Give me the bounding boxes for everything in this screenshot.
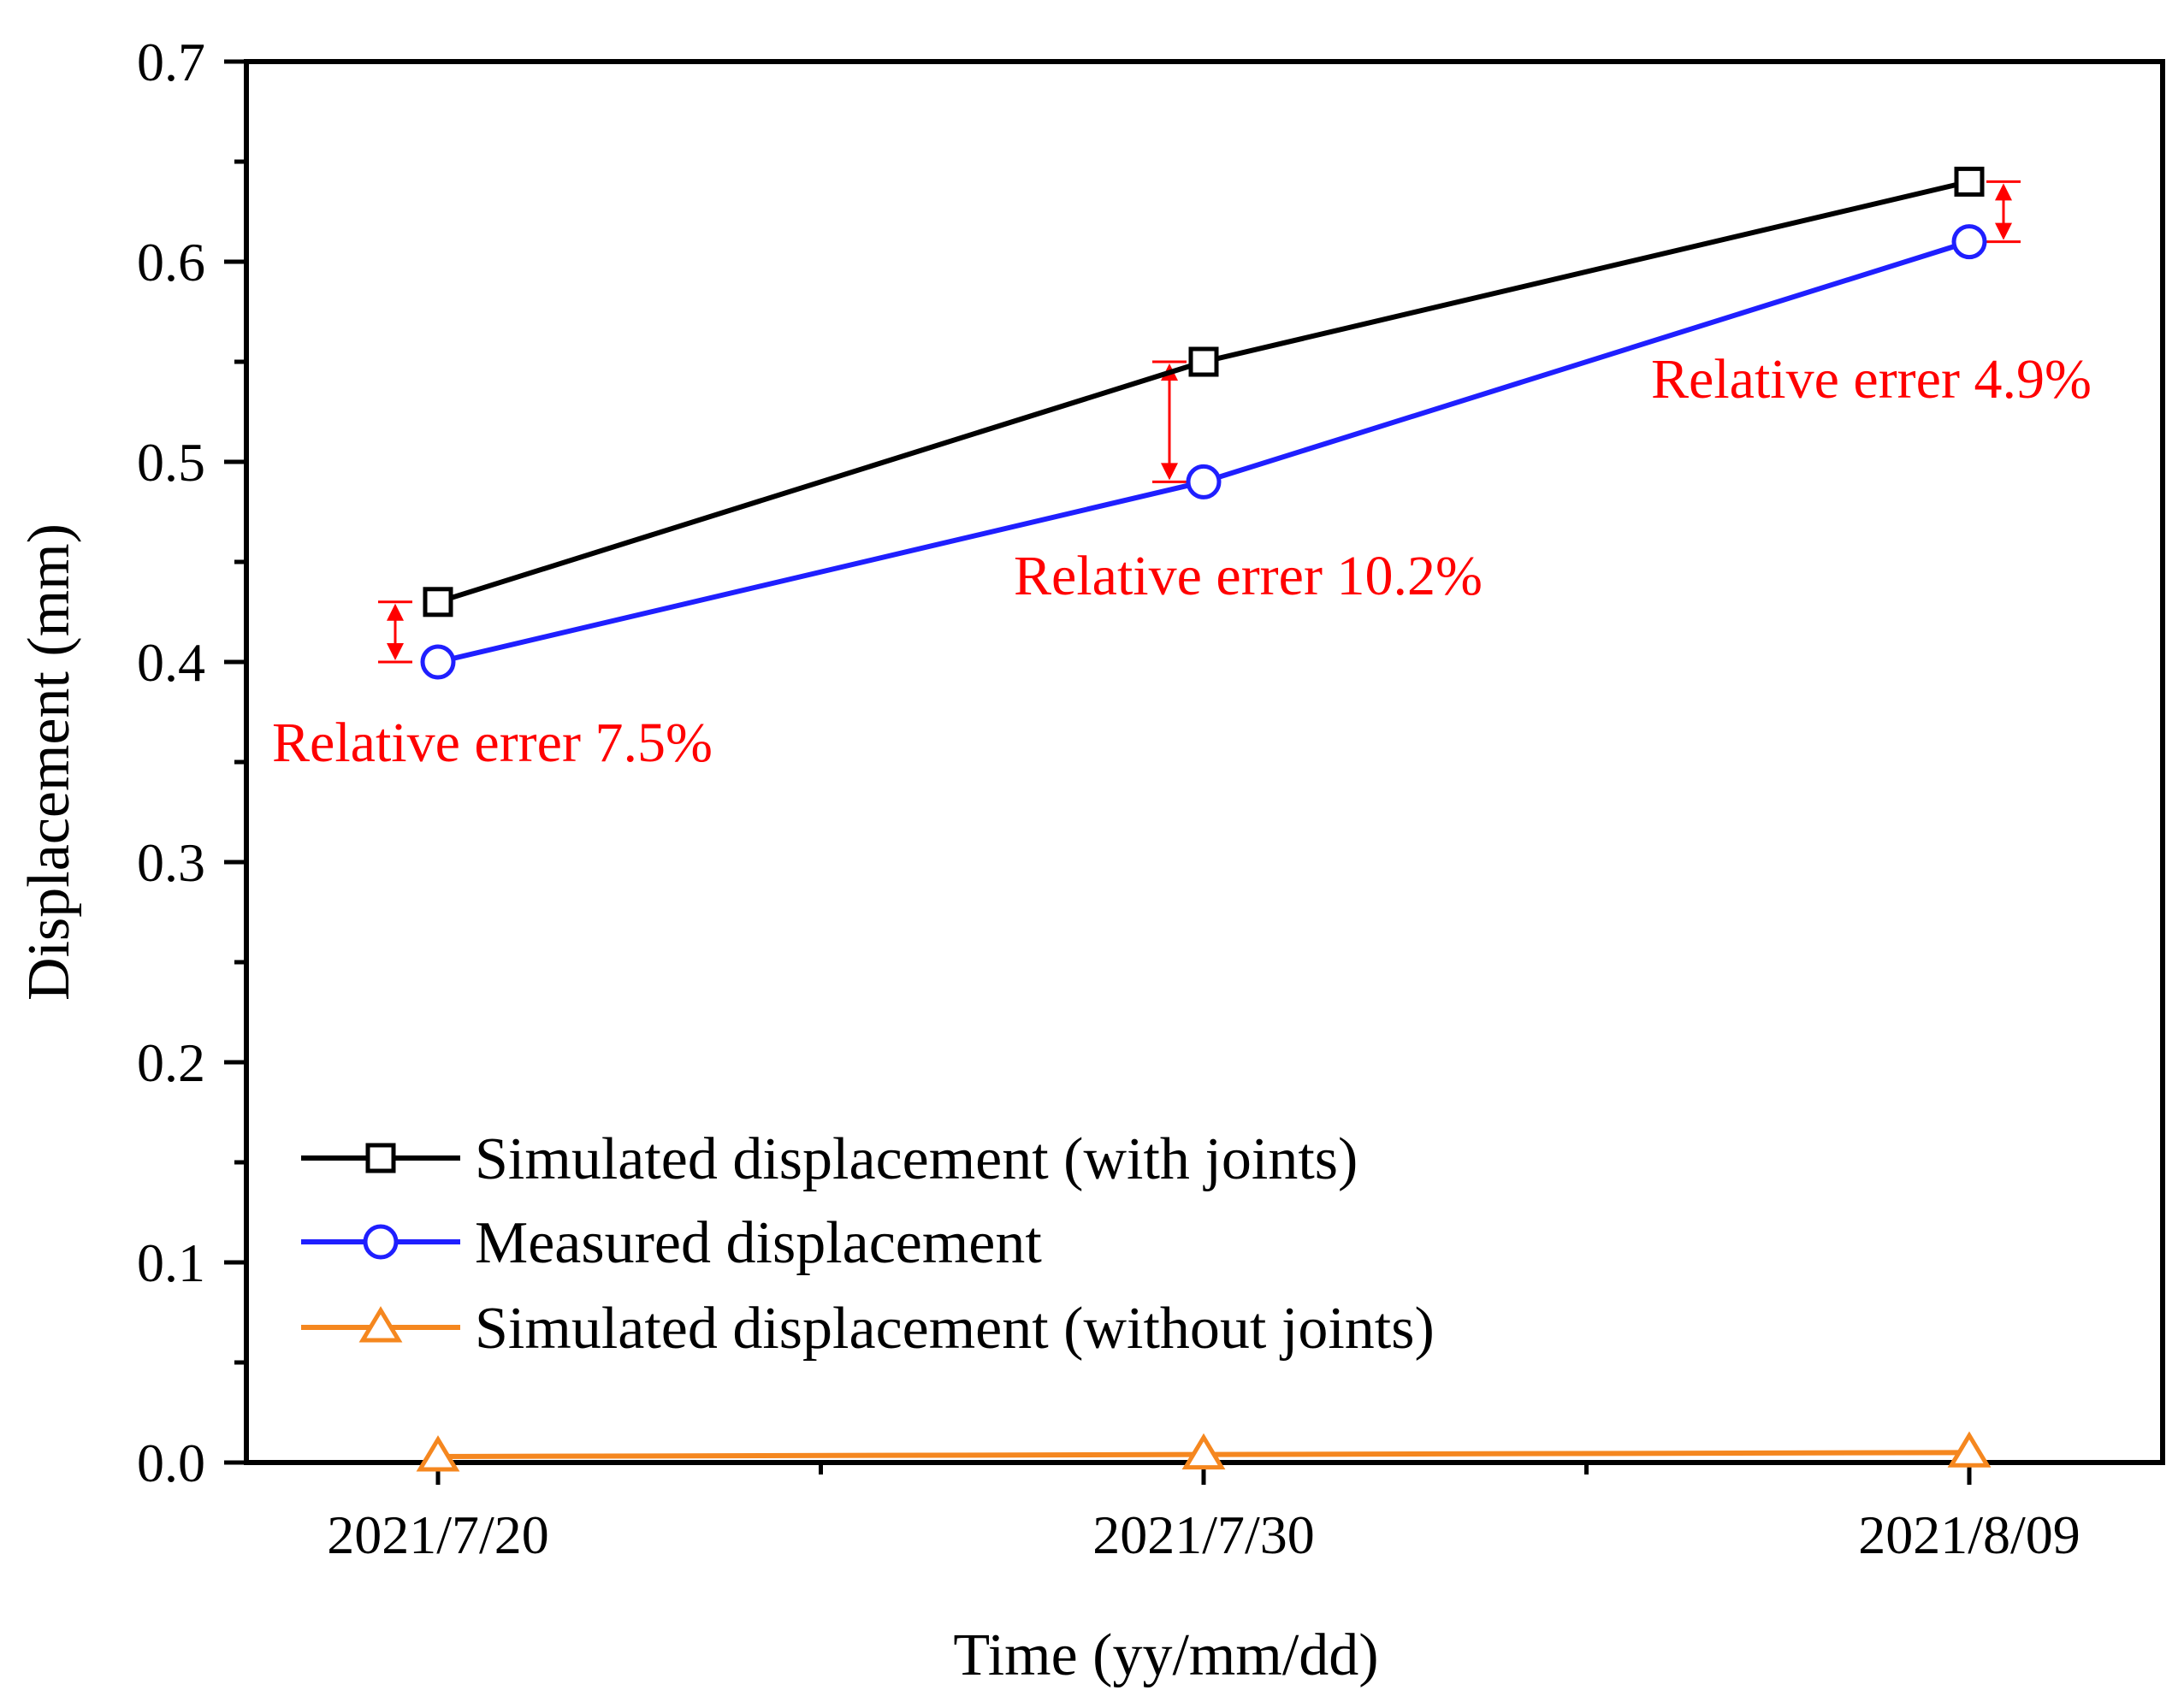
data-point-circle — [1186, 464, 1222, 499]
x-tick-label: 2021/7/20 — [327, 1504, 549, 1565]
legend-label: Measured displacement — [475, 1210, 1042, 1276]
arrowhead-up — [1995, 183, 2012, 201]
error-bracket: Relative errer 10.2% — [1014, 360, 1483, 607]
error-bracket: Relative errer 7.5% — [272, 600, 713, 774]
data-point-square — [423, 587, 453, 618]
legend: Simulated displacement (with joints) Meas… — [301, 1126, 1435, 1362]
relative-error-label: Relative errer 7.5% — [272, 712, 713, 774]
data-point-triangle — [1947, 1431, 1992, 1468]
data-point-triangle — [1181, 1433, 1226, 1470]
arrowhead-down — [1161, 463, 1178, 481]
y-tick-label: 0.2 — [137, 1032, 205, 1093]
legend-item: Measured displacement — [301, 1210, 1042, 1276]
y-tick-label: 0.3 — [137, 832, 205, 893]
legend-label: Simulated displacement (without joints) — [475, 1296, 1435, 1362]
axis-ticks: 0.0 0.1 0.2 0.3 0.4 0.5 0.6 0.7 2021/7/20 2021/7/… — [137, 32, 2080, 1565]
legend-swatch-circle — [363, 1224, 399, 1260]
error-bracket: Relative errer 4.9% — [1651, 180, 2092, 411]
legend-label: Simulated displacement (with joints) — [475, 1126, 1358, 1192]
data-point-square — [1954, 166, 1985, 197]
arrowhead-up — [387, 603, 404, 621]
data-series — [416, 166, 1992, 1472]
legend-swatch-triangle — [358, 1306, 403, 1343]
data-point-square — [1188, 346, 1219, 377]
y-tick-label: 0.5 — [137, 432, 205, 493]
error-annotations: Relative errer 7.5% Relative errer 10.2% R… — [272, 180, 2092, 774]
legend-item: Simulated displacement (without joints) — [301, 1296, 1435, 1362]
x-tick-label: 2021/8/09 — [1858, 1504, 2080, 1565]
data-point-circle — [1951, 224, 1987, 260]
y-tick-label: 0.0 — [137, 1433, 205, 1493]
x-axis-title: Time (yy/mm/dd) — [953, 1622, 1378, 1688]
y-tick-label: 0.1 — [137, 1232, 205, 1293]
series-group — [420, 224, 1987, 680]
y-tick-label: 0.4 — [137, 632, 205, 693]
arrowhead-down — [387, 643, 404, 660]
data-point-circle — [420, 644, 456, 680]
legend-swatch-square — [365, 1143, 396, 1173]
y-tick-label: 0.7 — [137, 32, 205, 92]
legend-item: Simulated displacement (with joints) — [301, 1126, 1358, 1192]
arrowhead-down — [1995, 222, 2012, 240]
series-group — [423, 166, 1985, 618]
x-tick-label: 2021/7/30 — [1092, 1504, 1315, 1565]
data-point-triangle — [416, 1435, 460, 1472]
relative-error-label: Relative errer 4.9% — [1651, 348, 2092, 411]
y-tick-label: 0.6 — [137, 232, 205, 293]
y-axis-title: Displacement (mm) — [16, 523, 82, 1001]
series-group — [416, 1431, 1992, 1472]
relative-error-label: Relative errer 10.2% — [1014, 545, 1483, 607]
